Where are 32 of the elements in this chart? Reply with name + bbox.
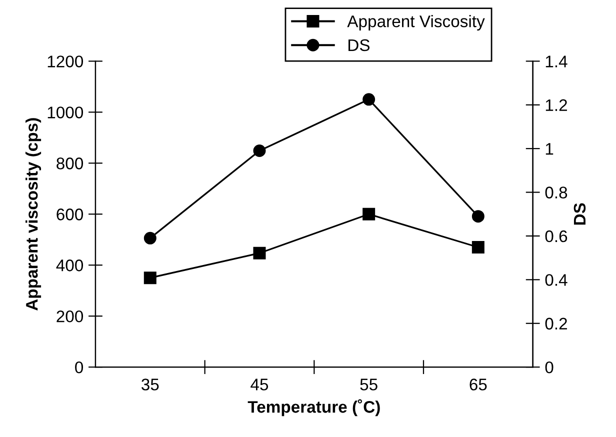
x-tick-label: 45	[250, 378, 268, 390]
x-tick-label: 35	[142, 378, 159, 390]
legend-label: Apparent Viscosity	[347, 15, 485, 31]
y-tick-label: 200	[56, 310, 84, 322]
y2-tick-label: 0.6	[545, 230, 568, 242]
x-axis-title: Temperature (˚C)	[248, 399, 380, 416]
legend-label: DS	[348, 39, 370, 52]
point	[362, 93, 376, 106]
y-tick-label: 1000	[48, 106, 84, 118]
y-axis-title: Apparent viscosity (cps)	[26, 118, 42, 310]
y2-tick-label: 1	[546, 143, 554, 155]
point	[253, 246, 266, 260]
point	[144, 232, 156, 244]
y2-tick-label: 0.8	[545, 186, 568, 198]
y2-axis-title: DS	[574, 203, 586, 225]
y-tick-label: 1200	[48, 56, 84, 68]
y-tick-label: 600	[56, 208, 84, 220]
y-tick-label: 800	[56, 158, 84, 170]
y2-tick-label: 1.4	[546, 56, 568, 68]
point	[472, 210, 484, 223]
y-tick-label: 0	[75, 361, 84, 374]
y2-tick-label: 0	[545, 361, 554, 374]
y-tick-label: 400	[56, 260, 84, 272]
point	[362, 208, 376, 220]
y2-tick-label: 1.2	[546, 99, 567, 111]
point	[253, 144, 266, 158]
point	[144, 272, 156, 284]
x-tick-label: 55	[360, 378, 378, 390]
point	[472, 241, 484, 254]
y2-tick-label: 0.4	[545, 274, 568, 286]
y2-tick-label: 0.2	[545, 318, 567, 330]
x-tick-label: 65	[470, 378, 487, 390]
